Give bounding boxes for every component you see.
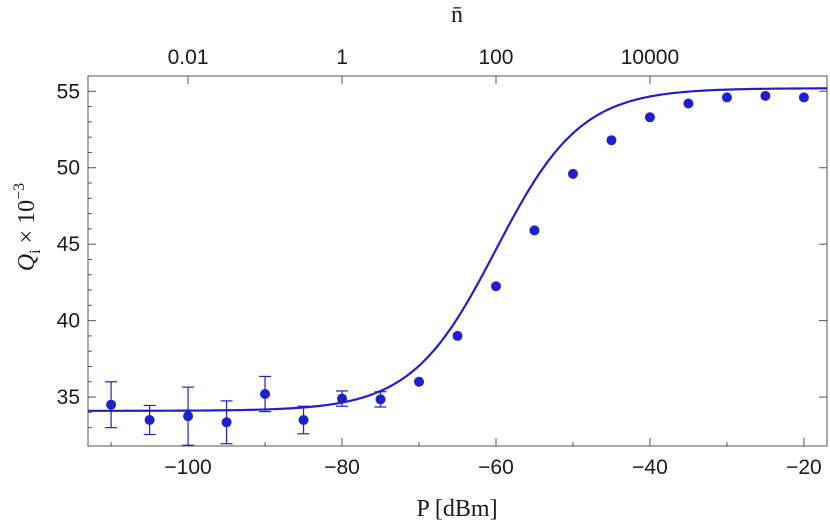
data-point — [452, 330, 463, 341]
y-axis-title-symbol: Q — [14, 254, 40, 271]
y-tick-label: 45 — [57, 233, 80, 256]
top-tick-label: 1 — [336, 46, 348, 69]
data-point — [644, 112, 655, 123]
data-point — [144, 415, 155, 426]
x-axis: −100 −80 −60 −40 −20 — [110, 438, 822, 479]
error-bars — [105, 375, 387, 446]
x-axis-title: P [dBm] — [416, 496, 497, 522]
data-point — [298, 415, 309, 426]
data-point — [106, 399, 117, 410]
data-points — [106, 90, 809, 428]
data-point — [260, 389, 271, 400]
data-point — [490, 281, 501, 292]
x-tick-label: −60 — [478, 456, 514, 479]
y-axis-title: Qi × 10−3 — [11, 183, 44, 271]
x-tick-label: −80 — [324, 456, 360, 479]
y-axis: 35 40 45 50 55 — [57, 80, 827, 429]
y-tick-label: 50 — [57, 157, 80, 180]
data-point — [529, 225, 540, 236]
data-point — [606, 135, 617, 146]
data-point — [337, 393, 348, 404]
fit-layer — [88, 87, 828, 412]
top-axis: 0.01 1 100 10000 — [168, 46, 679, 84]
top-tick-label: 10000 — [621, 46, 679, 69]
x-tick-label: −20 — [786, 456, 822, 479]
y-axis-title-subscript: i — [27, 249, 44, 254]
data-point — [798, 92, 809, 103]
y-tick-label: 35 — [57, 386, 80, 409]
x-tick-label: −100 — [164, 456, 211, 479]
data-point — [375, 394, 386, 405]
fit-curve — [88, 87, 828, 412]
y-axis-title-factor: × 10 — [14, 200, 40, 250]
plot-frame — [87, 75, 828, 447]
data-point — [221, 417, 232, 428]
data-point — [760, 90, 771, 101]
x-tick-label: −40 — [632, 456, 668, 479]
data-point — [683, 98, 694, 109]
data-point — [414, 376, 425, 387]
top-tick-label: 0.01 — [168, 46, 209, 69]
y-tick-label: 55 — [57, 80, 80, 103]
top-tick-label: 100 — [478, 46, 513, 69]
y-tick-label: 40 — [57, 310, 80, 333]
top-axis-title: n̄ — [451, 2, 463, 28]
data-point — [721, 92, 732, 103]
data-point — [183, 411, 194, 422]
y-axis-title-exponent: −3 — [11, 183, 28, 200]
data-point — [567, 168, 578, 179]
